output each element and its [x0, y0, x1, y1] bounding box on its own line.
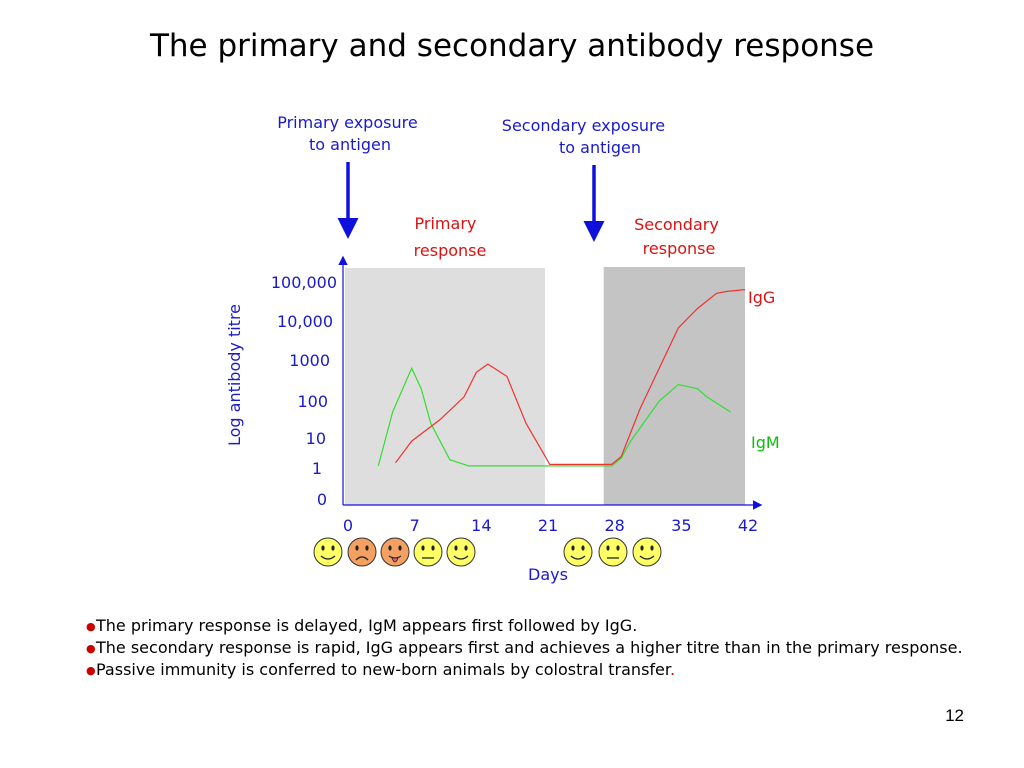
primary-exposure-label: Primary exposure to antigen [277, 113, 423, 154]
y-axis-title: Log antibody titre [225, 304, 244, 446]
slide-title: The primary and secondary antibody respo… [149, 28, 875, 64]
bullet-dot-icon: ● [86, 664, 96, 677]
x-tick-label: 42 [738, 516, 758, 535]
bullet-dot-icon: ● [86, 642, 96, 655]
page-number: 12 [945, 706, 964, 725]
mood-faces-row [313, 537, 662, 567]
neutral-face-icon [598, 537, 628, 567]
smile-face-icon [313, 537, 343, 567]
igg-series-line [395, 289, 746, 465]
igg-series-label: IgG [748, 288, 775, 307]
x-tick-label: 0 [343, 516, 353, 535]
secondary-exposure-label: Secondary exposure to antigen [502, 116, 670, 157]
y-tick-label: 1 [312, 459, 322, 478]
bullet-item: ● Passive immunity is conferred to new-bo… [86, 659, 966, 681]
antibody-response-chart: Log antibody titre 0 1 10 100 1000 10,000 100,… [225, 113, 780, 584]
smile-face-icon [446, 537, 476, 567]
primary-response-band [345, 268, 545, 505]
bullet-list: ● The primary response is delayed, IgM ap… [86, 615, 966, 681]
y-tick-label: 10,000 [277, 312, 333, 331]
y-tick-label: 100 [297, 392, 328, 411]
x-tick-label: 14 [471, 516, 491, 535]
sick-face-icon [380, 537, 410, 567]
x-axis-title: Days [528, 565, 568, 584]
neutral-face-icon [413, 537, 443, 567]
y-tick-label: 0 [317, 490, 327, 509]
x-tick-label: 28 [604, 516, 624, 535]
secondary-response-band [603, 267, 745, 505]
bullet-item: ● The primary response is delayed, IgM ap… [86, 615, 966, 637]
primary-response-label: Primary response [414, 214, 487, 260]
frown-face-icon [347, 537, 377, 567]
y-tick-label: 10 [306, 429, 326, 448]
secondary-response-label: Secondary response [634, 215, 724, 258]
igm-series-line [377, 366, 732, 467]
y-tick-label: 100,000 [271, 273, 337, 292]
igm-series-label: IgM [751, 433, 780, 452]
smile-face-icon [563, 537, 593, 567]
x-tick-label: 21 [538, 516, 558, 535]
y-tick-label: 1000 [289, 351, 330, 370]
x-tick-label: 35 [671, 516, 691, 535]
smile-face-icon [632, 537, 662, 567]
y-tick-labels: 0 1 10 100 1000 10,000 100,000 [271, 273, 337, 509]
x-tick-labels: 0 7 14 21 28 35 42 [343, 516, 758, 535]
bullet-dot-icon: ● [86, 620, 96, 633]
x-tick-label: 7 [410, 516, 420, 535]
bullet-item: ● The secondary response is rapid, IgG ap… [86, 637, 966, 659]
